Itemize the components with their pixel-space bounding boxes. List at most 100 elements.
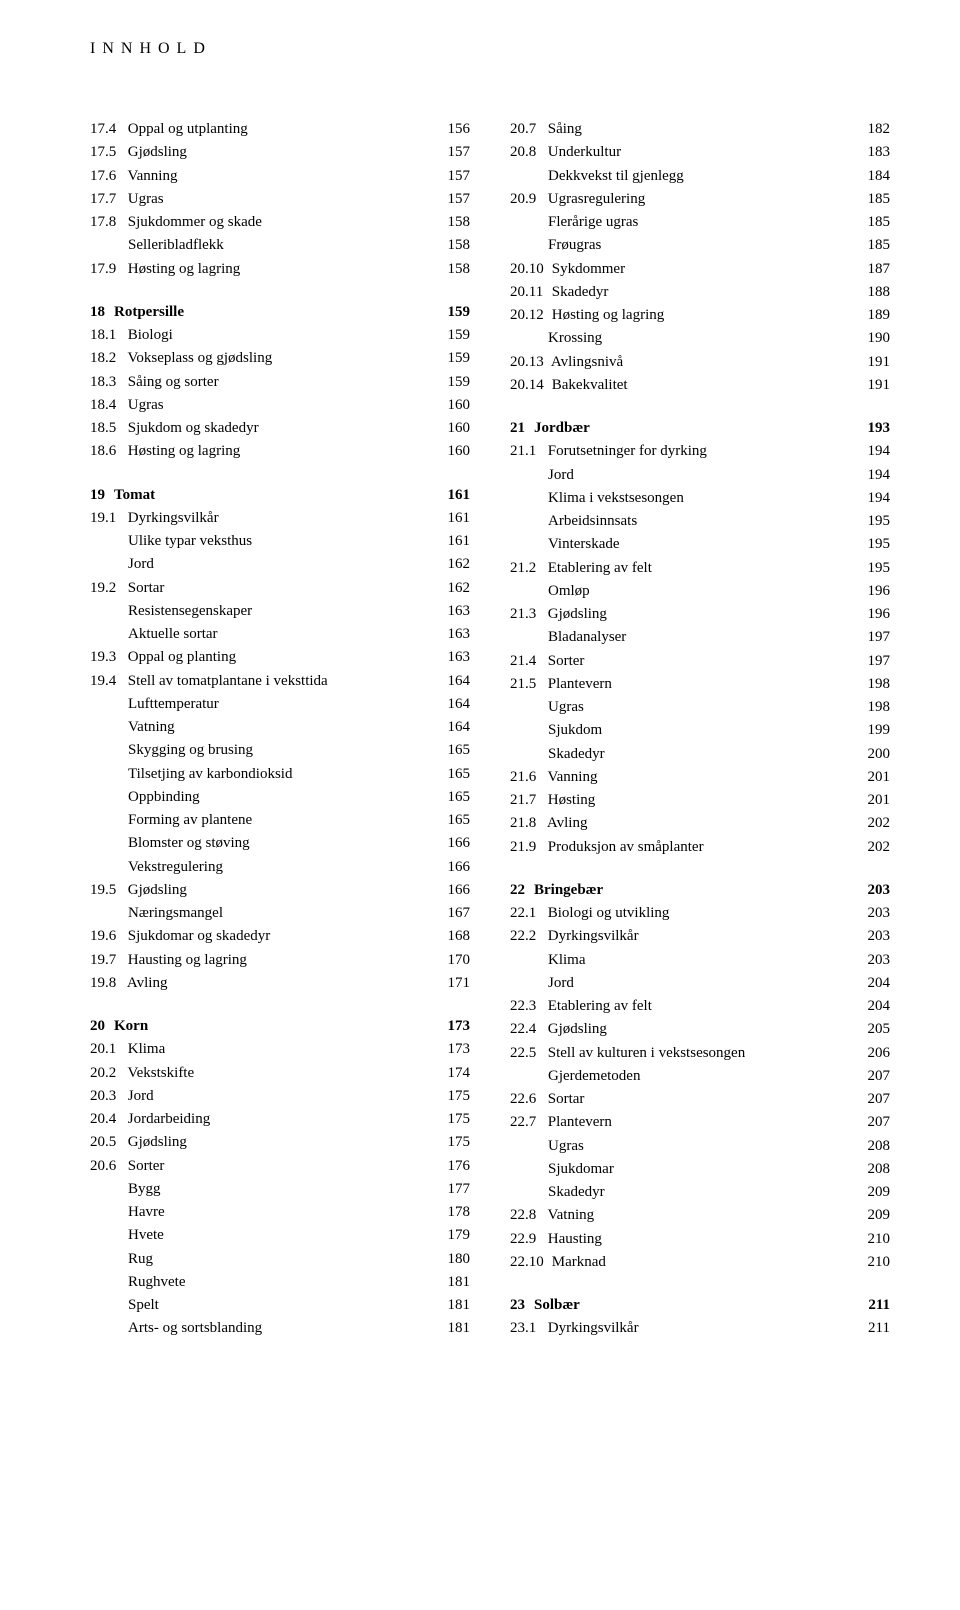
- toc-columns: 17.4 Oppal og utplanting15617.5 Gjødslin…: [90, 118, 890, 1341]
- toc-section: 22.1 Biologi og utvikling203: [510, 902, 890, 925]
- toc-subentry: Oppbinding165: [90, 786, 470, 809]
- toc-section: 22.10 Marknad210: [510, 1251, 890, 1274]
- toc-section: 17.4 Oppal og utplanting156: [90, 118, 470, 141]
- toc-subentry: Dekkvekst til gjenlegg184: [510, 165, 890, 188]
- toc-section: 22.8 Vatning209: [510, 1204, 890, 1227]
- toc-subentry: Skadedyr209: [510, 1181, 890, 1204]
- toc-subentry: Frøugras185: [510, 234, 890, 257]
- toc-section: 22.9 Hausting210: [510, 1228, 890, 1251]
- toc-subentry: Rughvete181: [90, 1271, 470, 1294]
- toc-section: 21.3 Gjødsling196: [510, 603, 890, 626]
- toc-subentry: Klima i vekstsesongen194: [510, 487, 890, 510]
- toc-subentry: Sjukdom199: [510, 719, 890, 742]
- toc-subentry: Ulike typar veksthus161: [90, 530, 470, 553]
- toc-section: 17.6 Vanning157: [90, 165, 470, 188]
- toc-subentry: Bladanalyser197: [510, 626, 890, 649]
- toc-chapter: 18Rotpersille159: [90, 301, 470, 324]
- toc-section: 21.1 Forutsetninger for dyrking194: [510, 440, 890, 463]
- toc-section: 21.2 Etablering av felt195: [510, 557, 890, 580]
- toc-section: 18.4 Ugras160: [90, 394, 470, 417]
- toc-section: 17.5 Gjødsling157: [90, 141, 470, 164]
- toc-subentry: Aktuelle sortar163: [90, 623, 470, 646]
- toc-section: 22.5 Stell av kulturen i vekstsesongen20…: [510, 1042, 890, 1065]
- toc-section: 20.10 Sykdommer187: [510, 258, 890, 281]
- toc-section: 18.3 Såing og sorter159: [90, 371, 470, 394]
- toc-section: 17.8 Sjukdommer og skade158: [90, 211, 470, 234]
- toc-subentry: Næringsmangel167: [90, 902, 470, 925]
- toc-section: 20.2 Vekstskifte174: [90, 1062, 470, 1085]
- toc-section: 18.6 Høsting og lagring160: [90, 440, 470, 463]
- toc-subentry: Vinterskade195: [510, 533, 890, 556]
- toc-section: 22.2 Dyrkingsvilkår203: [510, 925, 890, 948]
- toc-subentry: Bygg177: [90, 1178, 470, 1201]
- toc-subentry: Vatning164: [90, 716, 470, 739]
- toc-subentry: Flerårige ugras185: [510, 211, 890, 234]
- toc-section: 20.11 Skadedyr188: [510, 281, 890, 304]
- toc-subentry: Lufttemperatur164: [90, 693, 470, 716]
- toc-section: 20.5 Gjødsling175: [90, 1131, 470, 1154]
- toc-section: 22.7 Plantevern207: [510, 1111, 890, 1134]
- toc-subentry: Ugras198: [510, 696, 890, 719]
- toc-section: 18.1 Biologi159: [90, 324, 470, 347]
- toc-subentry: Vekstregulering166: [90, 856, 470, 879]
- toc-subentry: Arbeidsinnsats195: [510, 510, 890, 533]
- toc-chapter: 22Bringebær203: [510, 879, 890, 902]
- toc-chapter: 20Korn173: [90, 1015, 470, 1038]
- toc-subentry: Skadedyr200: [510, 743, 890, 766]
- toc-subentry: Forming av plantene165: [90, 809, 470, 832]
- toc-subentry: Selleribladflekk158: [90, 234, 470, 257]
- toc-subentry: Jord162: [90, 553, 470, 576]
- toc-section: 20.6 Sorter176: [90, 1155, 470, 1178]
- toc-subentry: Blomster og støving166: [90, 832, 470, 855]
- toc-subentry: Ugras208: [510, 1135, 890, 1158]
- toc-section: 20.1 Klima173: [90, 1038, 470, 1061]
- toc-subentry: Omløp196: [510, 580, 890, 603]
- page-header: INNHOLD: [90, 40, 890, 58]
- toc-subentry: Resistensegenskaper163: [90, 600, 470, 623]
- toc-subentry: Krossing190: [510, 327, 890, 350]
- toc-section: 19.1 Dyrkingsvilkår161: [90, 507, 470, 530]
- toc-section: 19.8 Avling171: [90, 972, 470, 995]
- toc-chapter: 21Jordbær193: [510, 417, 890, 440]
- toc-subentry: Jord204: [510, 972, 890, 995]
- toc-section: 20.8 Underkultur183: [510, 141, 890, 164]
- toc-subentry: Gjerdemetoden207: [510, 1065, 890, 1088]
- toc-section: 21.9 Produksjon av småplanter202: [510, 836, 890, 859]
- toc-subentry: Arts- og sortsblanding181: [90, 1317, 470, 1340]
- toc-subentry: Hvete179: [90, 1224, 470, 1247]
- toc-subentry: Skygging og brusing165: [90, 739, 470, 762]
- toc-section: 22.4 Gjødsling205: [510, 1018, 890, 1041]
- toc-subentry: Havre178: [90, 1201, 470, 1224]
- toc-section: 17.9 Høsting og lagring158: [90, 258, 470, 281]
- toc-section: 21.6 Vanning201: [510, 766, 890, 789]
- toc-section: 18.5 Sjukdom og skadedyr160: [90, 417, 470, 440]
- toc-section: 20.7 Såing182: [510, 118, 890, 141]
- toc-chapter: 23Solbær211: [510, 1294, 890, 1317]
- toc-section: 21.4 Sorter197: [510, 650, 890, 673]
- toc-subentry: Tilsetjing av karbondioksid165: [90, 763, 470, 786]
- toc-section: 19.5 Gjødsling166: [90, 879, 470, 902]
- toc-chapter: 19Tomat161: [90, 484, 470, 507]
- toc-section: 21.7 Høsting201: [510, 789, 890, 812]
- toc-subentry: Spelt181: [90, 1294, 470, 1317]
- toc-section: 20.4 Jordarbeiding175: [90, 1108, 470, 1131]
- toc-section: 20.13 Avlingsnivå191: [510, 351, 890, 374]
- toc-section: 17.7 Ugras157: [90, 188, 470, 211]
- toc-section: 21.8 Avling202: [510, 812, 890, 835]
- toc-section: 19.7 Hausting og lagring170: [90, 949, 470, 972]
- right-column: 20.7 Såing18220.8 Underkultur183Dekkveks…: [510, 118, 890, 1341]
- toc-section: 22.6 Sortar207: [510, 1088, 890, 1111]
- toc-section: 20.14 Bakekvalitet191: [510, 374, 890, 397]
- toc-section: 18.2 Vokseplass og gjødsling159: [90, 347, 470, 370]
- toc-section: 19.2 Sortar162: [90, 577, 470, 600]
- toc-section: 23.1 Dyrkingsvilkår211: [510, 1317, 890, 1340]
- toc-section: 20.12 Høsting og lagring189: [510, 304, 890, 327]
- toc-subentry: Sjukdomar208: [510, 1158, 890, 1181]
- toc-section: 20.9 Ugrasregulering185: [510, 188, 890, 211]
- toc-subentry: Jord194: [510, 464, 890, 487]
- toc-section: 20.3 Jord175: [90, 1085, 470, 1108]
- toc-section: 19.6 Sjukdomar og skadedyr168: [90, 925, 470, 948]
- toc-section: 19.3 Oppal og planting163: [90, 646, 470, 669]
- toc-section: 19.4 Stell av tomatplantane i veksttida1…: [90, 670, 470, 693]
- toc-subentry: Klima203: [510, 949, 890, 972]
